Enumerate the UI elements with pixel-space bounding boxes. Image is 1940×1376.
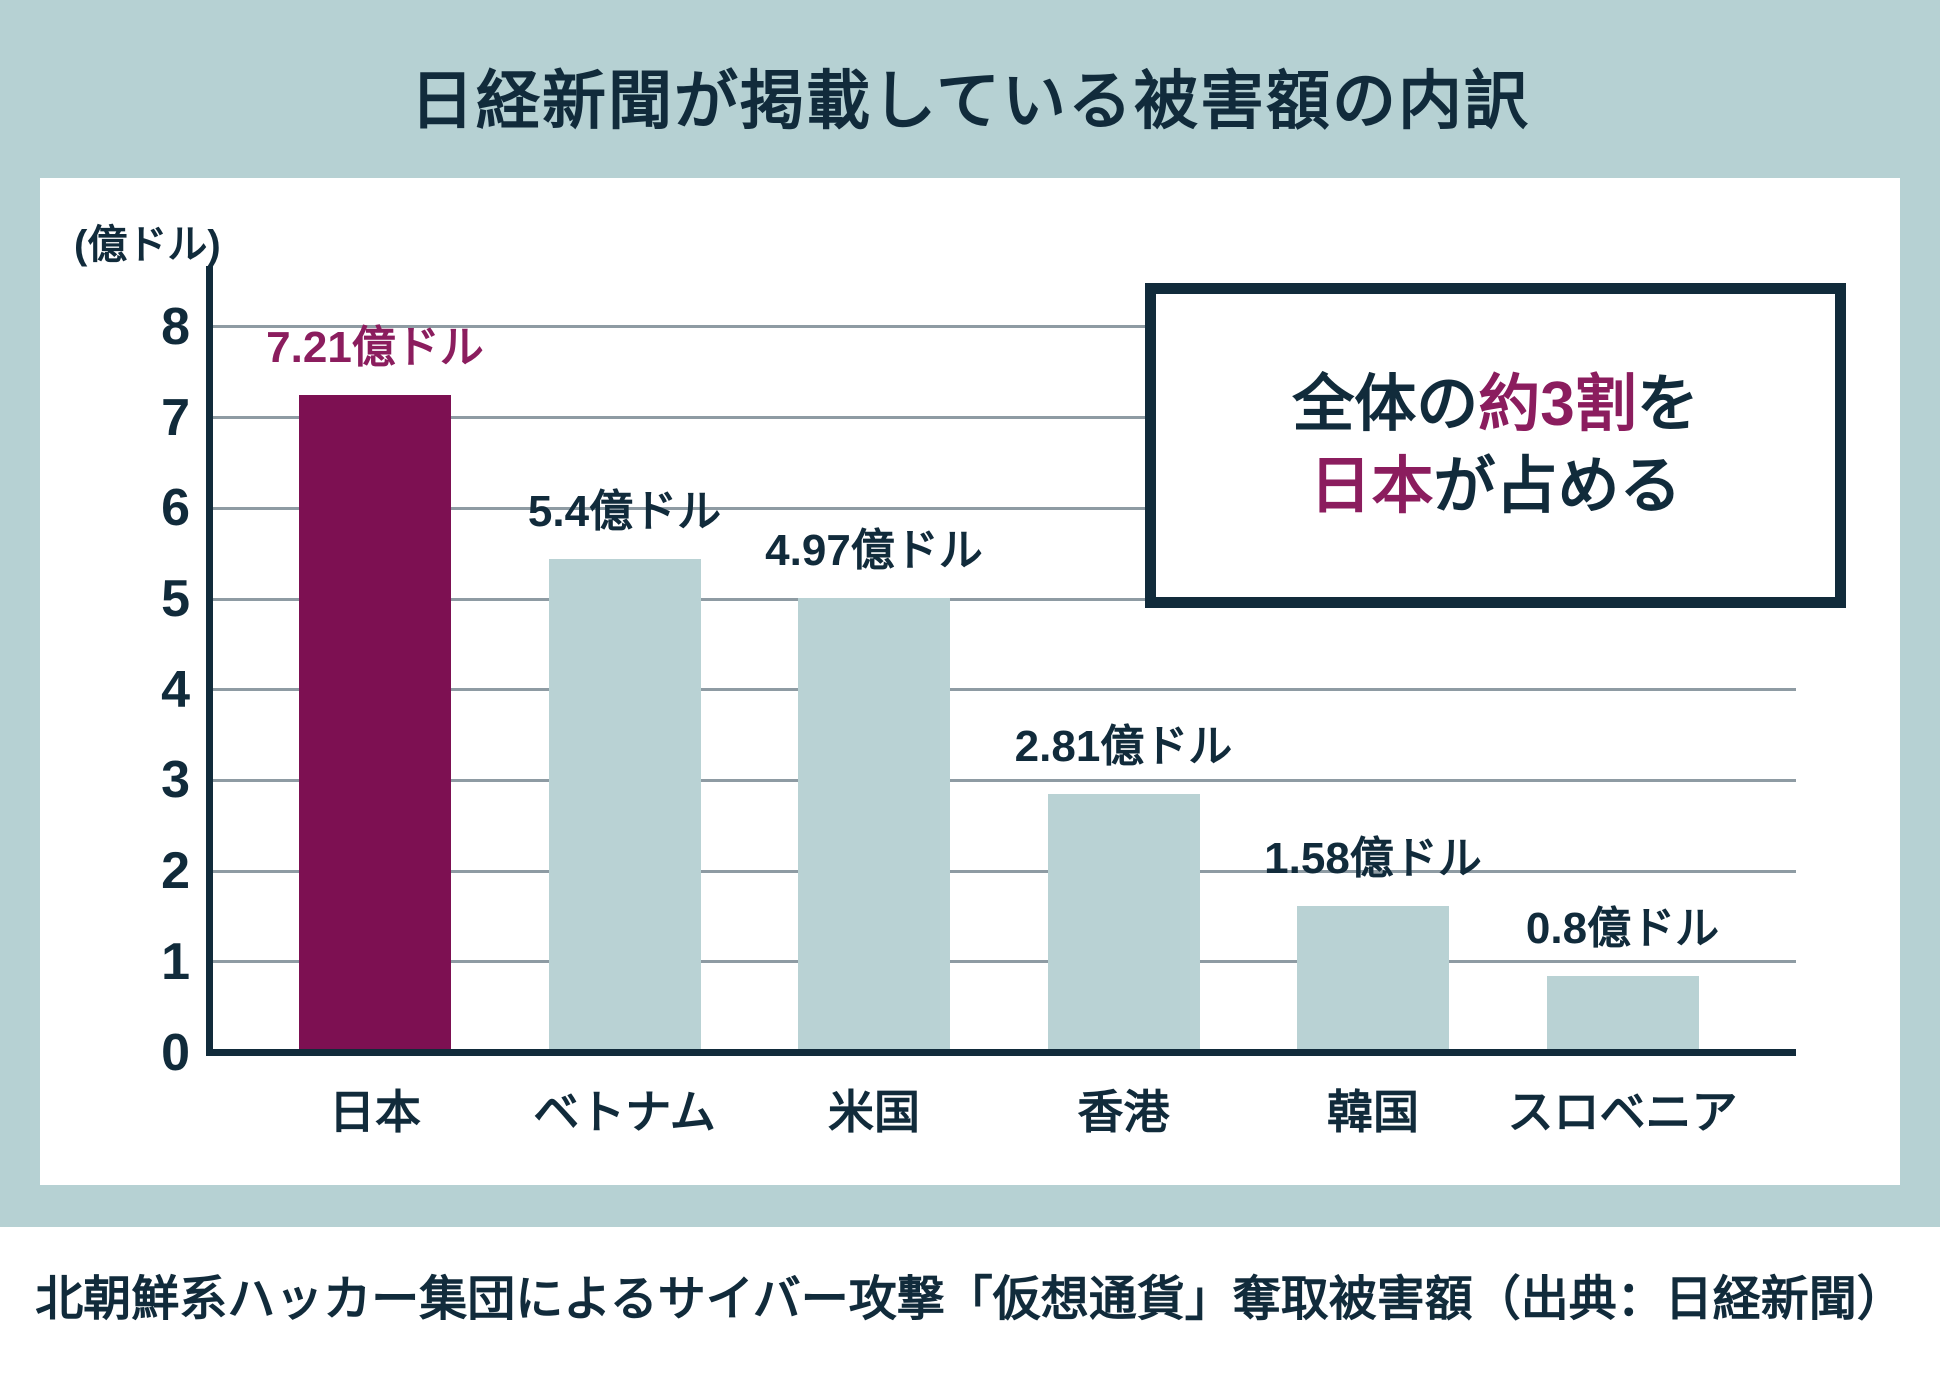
- category-label-2: 米国: [828, 1086, 920, 1138]
- bar-2: [798, 598, 950, 1049]
- bar-3: [1047, 794, 1200, 1049]
- callout-text: を: [1636, 369, 1699, 439]
- category-label-4: 韓国: [1327, 1086, 1419, 1138]
- category-label-0: 日本: [329, 1086, 421, 1138]
- gridline-8: [212, 325, 1796, 329]
- y-tick-label-6: 6: [161, 479, 190, 538]
- gridline-2: [212, 869, 1796, 873]
- y-axis-line: [206, 266, 213, 1056]
- bar-5: [1546, 976, 1699, 1049]
- gridline-6: [212, 506, 1796, 510]
- y-tick-label-8: 8: [161, 297, 190, 356]
- bar-value-label-0: 7.21億ドル: [266, 323, 484, 372]
- y-tick-label-0: 0: [161, 1023, 190, 1082]
- y-tick-label-3: 3: [161, 751, 190, 810]
- gridline-5: [212, 597, 1796, 601]
- callout-text: が占める: [1433, 451, 1682, 521]
- category-label-5: スロベニア: [1507, 1086, 1738, 1138]
- category-label-1: ベトナム: [533, 1086, 716, 1138]
- y-tick-label-5: 5: [161, 570, 190, 628]
- bar-value-label-2: 4.97億ドル: [765, 526, 983, 575]
- callout-line-2: 日本が占める: [1309, 446, 1681, 528]
- x-axis-line: [206, 1049, 1796, 1056]
- y-tick-label-1: 1: [161, 932, 190, 991]
- bar-value-label-5: 0.8億ドル: [1525, 904, 1720, 953]
- page-title: 日経新聞が掲載している被害額の内訳: [409, 65, 1531, 137]
- bar-1: [548, 559, 701, 1049]
- chart-panel: (億ドル) 0 1 2 3 4 5 6 7 8 7.21億ドル 日本 5.4億ドル ベトナム 4.97億ド…: [40, 178, 1900, 1185]
- callout-text: 全体の: [1292, 369, 1479, 439]
- callout-accent-text: 日本: [1309, 451, 1434, 521]
- gridline-3: [212, 778, 1796, 782]
- bar-4: [1297, 906, 1449, 1049]
- bar-value-label-1: 5.4億ドル: [527, 487, 722, 536]
- gridline-1: [212, 960, 1796, 964]
- bar-0: [299, 395, 451, 1049]
- gridline-4: [212, 688, 1796, 692]
- bar-value-label-3: 2.81億ドル: [1014, 722, 1233, 771]
- y-axis-unit-label: (億ドル): [74, 223, 221, 267]
- bar-value-label-4: 1.58億ドル: [1264, 834, 1482, 883]
- y-tick-label-2: 2: [161, 842, 190, 901]
- callout-line-1: 全体の約3割を: [1292, 364, 1699, 446]
- category-label-3: 香港: [1077, 1086, 1170, 1138]
- footer-caption: 北朝鮮系ハッカー集団によるサイバー攻撃「仮想通貨」奪取被害額（出典：日経新聞）: [35, 1273, 1905, 1326]
- callout-accent-text: 約3割: [1478, 369, 1637, 439]
- gridline-7: [212, 416, 1796, 420]
- y-tick-label-4: 4: [161, 660, 190, 719]
- y-tick-label-7: 7: [161, 388, 190, 447]
- callout-box: 全体の約3割を 日本が占める: [1145, 283, 1846, 608]
